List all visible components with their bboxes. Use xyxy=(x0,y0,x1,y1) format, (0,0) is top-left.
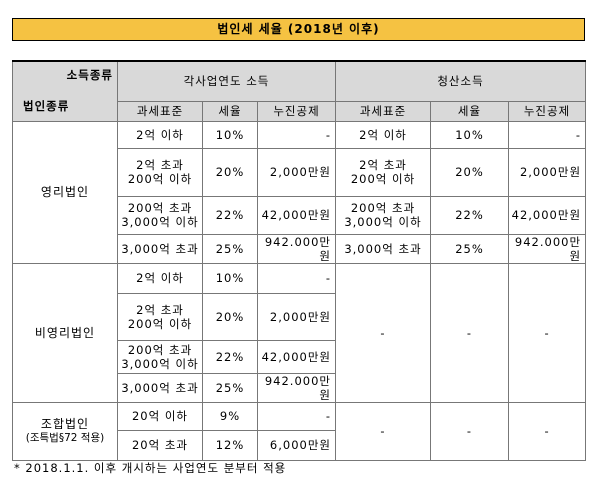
liq-deduction: 2,000만원 xyxy=(507,147,587,197)
deduction: 942.000만원 xyxy=(257,372,336,403)
tax-rate: 22% xyxy=(202,339,258,374)
table-row: 200억 초과 3,000억 이하 22% 42,000만원 200억 초과 3,000억… xyxy=(13,195,587,235)
corp-type-label: 법인종류 xyxy=(23,99,70,113)
table-row: 3,000억 초과 25% 942.000만원 3,000억 초과 25% 942.000… xyxy=(13,233,587,264)
deduction: 942.000만원 xyxy=(257,233,336,264)
cell-line: 2억 이하 xyxy=(359,127,407,142)
liq-rate: - xyxy=(430,262,509,403)
deduction: - xyxy=(257,262,336,294)
deduction: 42,000만원 xyxy=(257,195,336,235)
table-row: 비영리법인 2억 이하 10% - - - - xyxy=(12,262,587,403)
group-header: 각사업연도 소득 xyxy=(117,60,336,102)
footnote: * 2018.1.1. 이후 개시하는 사업연도 분부터 적용 xyxy=(14,461,287,475)
tax-base: 20억 초과 xyxy=(117,429,203,461)
liq-deduction: - xyxy=(507,120,587,149)
deduction: - xyxy=(257,401,336,431)
column-header: 과세표준 xyxy=(117,100,203,122)
table-row: 2억 초과 200억 이하 20% 2,000만원 xyxy=(13,292,586,341)
tax-rate: 22% xyxy=(202,195,258,235)
column-header: 누진공제 xyxy=(257,100,336,122)
tax-rate: 25% xyxy=(202,233,258,264)
cell-line: (조특법§72 적용) xyxy=(25,432,105,444)
cell-line: 2억 초과 xyxy=(136,158,184,172)
tax-rate: 25% xyxy=(202,372,258,403)
liq-base: - xyxy=(335,262,431,403)
table-row: 2억 초과 200억 이하 20% 2,000만원 2억 초과 200억 이하 20% 2,0… xyxy=(13,147,587,197)
liq-rate: 25% xyxy=(430,233,509,264)
deduction: 2,000만원 xyxy=(257,292,336,341)
tax-rate: 12% xyxy=(202,429,258,461)
tax-base: 200억 초과 3,000억 이하 xyxy=(117,195,203,235)
tax-table: 소득종류 법인종류 각사업연도 소득 청산소득 과세표준 세율 누진공제 과세표… xyxy=(12,60,587,461)
cell-line: 2억 초과 xyxy=(136,302,184,317)
tax-rate: 20% xyxy=(202,147,258,197)
cell-line: 조합법인 xyxy=(40,417,90,431)
corp-type: 영리법인 xyxy=(12,120,118,264)
liq-rate: 10% xyxy=(430,120,509,149)
cell-line: 3,000억 초과 xyxy=(121,380,199,395)
cell-line: 20억 초과 xyxy=(131,438,189,452)
tax-rate: 10% xyxy=(202,120,258,149)
cell-line: 2억 초과 xyxy=(359,158,407,172)
column-header: 세율 xyxy=(430,100,509,122)
tax-base: 2억 초과 200억 이하 xyxy=(117,292,203,341)
column-header: 누진공제 xyxy=(507,100,587,122)
liq-base: 3,000억 초과 xyxy=(335,233,431,264)
tax-rate: 9% xyxy=(202,401,258,431)
group-header: 청산소득 xyxy=(334,60,587,102)
table-row: 20억 초과 12% 6,000만원 xyxy=(13,429,586,461)
tax-rate: 10% xyxy=(202,262,258,294)
cell-line: 영리법인 xyxy=(40,185,90,199)
deduction: 42,000만원 xyxy=(257,339,336,374)
tax-base: 20억 이하 xyxy=(117,401,203,431)
cell-line: 3,000억 이하 xyxy=(344,215,422,229)
liq-base: 200억 초과 3,000억 이하 xyxy=(335,195,431,235)
column-header: 세율 xyxy=(202,100,258,122)
liq-rate: - xyxy=(430,401,509,461)
tax-base: 2억 이하 xyxy=(117,120,203,149)
corner-header: 소득종류 법인종류 xyxy=(12,60,118,122)
column-header: 과세표준 xyxy=(335,100,431,122)
liq-base: 2억 이하 xyxy=(335,120,431,149)
liq-deduction: - xyxy=(507,401,587,461)
tax-base: 2억 이하 xyxy=(117,262,203,294)
title: 법인세 세율 (2018년 이후) xyxy=(12,18,585,41)
cell-line: 20억 이하 xyxy=(131,409,189,423)
liq-base: 2억 초과 200억 이하 xyxy=(335,147,431,197)
deduction: 2,000만원 xyxy=(257,147,336,197)
tax-rate: 20% xyxy=(202,292,258,341)
tax-base: 2억 초과 200억 이하 xyxy=(117,147,203,197)
cell-line: 비영리법인 xyxy=(34,325,96,340)
liq-rate: 20% xyxy=(430,147,509,197)
cell-line: 2억 이하 xyxy=(136,271,184,285)
cell-line: 3,000억 초과 xyxy=(344,241,422,256)
income-type-label: 소득종류 xyxy=(66,68,113,82)
corp-type: 비영리법인 xyxy=(12,262,118,403)
table-row: 영리법인 2억 이하 10% -2억 이하 10% - xyxy=(12,120,587,264)
table-row: 조합법인 (조특법§72 적용) 20억 이하 9% - - - - xyxy=(12,401,587,461)
cell-line: 200억 이하 xyxy=(127,316,193,331)
deduction: 6,000만원 xyxy=(257,429,336,461)
corp-type: 조합법인 (조특법§72 적용) xyxy=(12,401,118,461)
liq-deduction: 42,000만원 xyxy=(507,195,587,235)
cell-line: 3,000억 이하 xyxy=(121,215,199,229)
tax-base: 3,000억 초과 xyxy=(117,372,203,403)
cell-line: 3,000억 초과 xyxy=(121,241,199,256)
cell-line: 3,000억 이하 xyxy=(121,356,199,371)
cell-line: 200억 초과 xyxy=(127,342,193,357)
liq-rate: 22% xyxy=(430,195,509,235)
cell-line: 2억 이하 xyxy=(136,127,184,142)
liq-deduction: 942.000만원 xyxy=(507,233,587,264)
liq-base: - xyxy=(335,401,431,461)
cell-line: 200억 이하 xyxy=(350,172,416,186)
cell-line: 200억 초과 xyxy=(350,201,416,215)
cell-line: 200억 초과 xyxy=(127,201,193,215)
deduction: - xyxy=(257,120,336,149)
tax-base: 3,000억 초과 xyxy=(117,233,203,264)
tax-base: 200억 초과 3,000억 이하 xyxy=(117,339,203,374)
cell-line: 200억 이하 xyxy=(127,172,193,186)
liq-deduction: - xyxy=(507,262,587,403)
